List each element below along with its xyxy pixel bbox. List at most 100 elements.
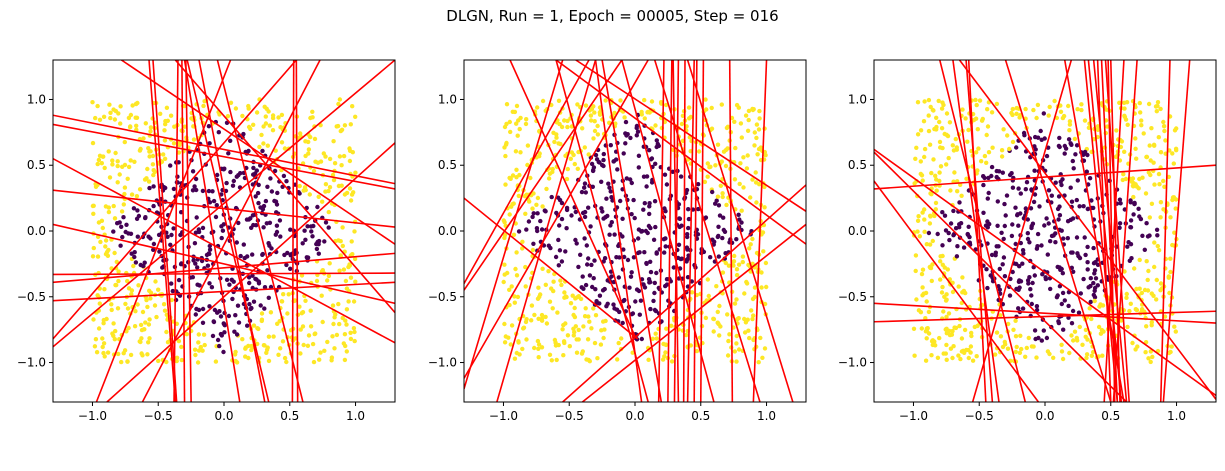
point-class-0 <box>207 243 212 249</box>
point-class-1 <box>507 119 512 125</box>
point-class-1 <box>1101 329 1106 334</box>
point-class-1 <box>938 277 943 282</box>
point-class-0 <box>302 228 307 233</box>
point-class-0 <box>608 223 613 228</box>
point-class-1 <box>687 116 692 121</box>
point-class-0 <box>651 298 656 304</box>
point-class-1 <box>916 214 921 219</box>
point-class-1 <box>338 253 343 258</box>
point-class-1 <box>126 164 132 170</box>
point-class-1 <box>1174 148 1179 153</box>
point-class-1 <box>195 360 201 365</box>
point-class-1 <box>342 357 348 363</box>
point-class-1 <box>726 263 732 268</box>
point-class-1 <box>1047 104 1052 110</box>
point-class-1 <box>340 315 345 321</box>
point-class-0 <box>134 216 140 221</box>
point-class-1 <box>679 121 685 127</box>
point-class-1 <box>956 353 961 358</box>
point-class-1 <box>323 182 329 187</box>
point-class-0 <box>1044 216 1049 221</box>
point-class-1 <box>347 186 353 191</box>
point-class-1 <box>168 113 174 118</box>
point-class-0 <box>995 199 1000 204</box>
point-class-1 <box>564 176 570 182</box>
point-class-1 <box>1089 316 1094 322</box>
point-class-0 <box>1074 143 1080 148</box>
point-class-1 <box>1069 333 1074 338</box>
point-class-1 <box>754 200 759 205</box>
point-class-1 <box>196 340 201 345</box>
point-class-1 <box>117 172 122 177</box>
point-class-1 <box>514 103 520 109</box>
point-class-1 <box>125 359 130 364</box>
point-class-1 <box>915 218 921 223</box>
hyperplane-line <box>216 60 304 402</box>
point-class-0 <box>986 190 991 196</box>
point-class-1 <box>192 347 198 352</box>
point-class-0 <box>616 275 621 280</box>
point-class-0 <box>1025 217 1031 222</box>
point-class-1 <box>1072 329 1078 334</box>
point-class-0 <box>629 270 634 275</box>
point-class-1 <box>927 221 933 226</box>
point-class-0 <box>205 263 211 268</box>
point-class-1 <box>179 344 184 350</box>
point-class-1 <box>1013 318 1018 323</box>
point-class-0 <box>241 242 246 247</box>
hyperplane-line <box>120 60 395 245</box>
point-class-1 <box>101 317 107 323</box>
point-class-0 <box>211 198 217 204</box>
x-tick-label: 0.0 <box>1035 409 1054 423</box>
point-class-0 <box>981 174 986 179</box>
point-class-1 <box>161 152 166 157</box>
point-class-0 <box>200 306 206 312</box>
point-class-1 <box>508 129 513 135</box>
point-class-1 <box>554 357 559 363</box>
point-class-1 <box>156 358 161 364</box>
hyperplane-line <box>555 60 806 245</box>
point-class-0 <box>634 133 639 138</box>
point-class-0 <box>272 168 278 174</box>
point-class-1 <box>106 149 111 154</box>
point-class-1 <box>1083 327 1089 333</box>
point-class-1 <box>739 135 744 140</box>
point-class-1 <box>1149 320 1155 325</box>
point-class-1 <box>1017 350 1023 355</box>
point-class-0 <box>234 174 239 179</box>
point-class-0 <box>967 234 972 240</box>
point-class-0 <box>663 209 668 214</box>
point-class-1 <box>973 116 979 121</box>
point-class-0 <box>254 277 259 282</box>
point-class-0 <box>557 248 563 253</box>
point-class-1 <box>1158 215 1163 220</box>
point-class-0 <box>111 229 116 234</box>
point-class-0 <box>1117 197 1123 202</box>
point-class-0 <box>217 343 222 349</box>
hyperplane-line <box>874 180 1040 402</box>
point-class-1 <box>91 245 97 251</box>
point-class-0 <box>710 237 715 242</box>
point-class-1 <box>1143 191 1149 196</box>
point-class-1 <box>308 324 314 329</box>
point-class-1 <box>512 109 518 115</box>
point-class-0 <box>1007 293 1013 298</box>
point-class-0 <box>538 218 543 224</box>
point-class-1 <box>1058 109 1064 115</box>
point-class-1 <box>1170 151 1175 156</box>
point-class-0 <box>1142 247 1148 252</box>
point-class-0 <box>1089 198 1094 203</box>
point-class-1 <box>1156 135 1162 140</box>
point-class-0 <box>260 251 265 257</box>
point-class-0 <box>685 247 690 252</box>
point-class-0 <box>997 287 1002 292</box>
point-class-0 <box>194 215 199 220</box>
point-class-1 <box>939 106 945 111</box>
point-class-0 <box>1085 152 1090 158</box>
point-class-1 <box>501 279 506 285</box>
point-class-1 <box>1168 269 1173 275</box>
point-class-0 <box>281 173 287 179</box>
point-class-0 <box>193 176 199 182</box>
point-class-0 <box>1028 206 1034 211</box>
point-class-1 <box>225 114 231 119</box>
